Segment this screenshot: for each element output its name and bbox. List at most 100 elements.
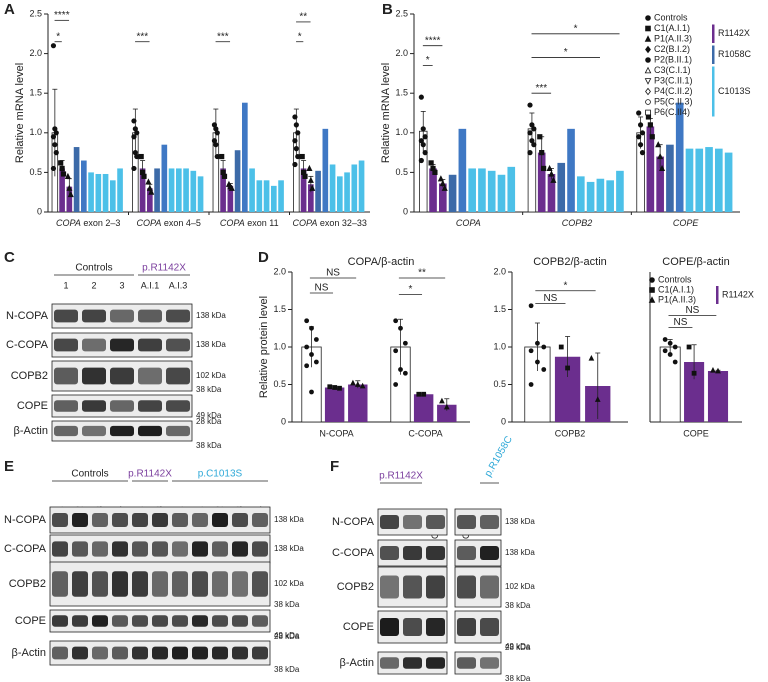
- band: [138, 425, 162, 437]
- y-tick-label: 1.5: [493, 304, 506, 314]
- bar: [66, 186, 73, 212]
- marker: [645, 57, 651, 63]
- legend-group-label: C1013S: [718, 86, 751, 96]
- marker: [213, 142, 219, 148]
- y-tick-label: 2.0: [29, 48, 42, 58]
- marker: [710, 366, 716, 373]
- bar: [675, 102, 684, 212]
- bar: [59, 168, 65, 212]
- marker: [138, 153, 144, 160]
- marker: [645, 45, 651, 54]
- marker: [541, 165, 547, 172]
- marker: [393, 348, 399, 354]
- band: [72, 615, 88, 627]
- panel-label: A: [4, 1, 15, 18]
- row-label: N-COPA: [332, 516, 375, 528]
- marker: [53, 150, 59, 156]
- band: [192, 541, 208, 557]
- band: [480, 545, 499, 561]
- band: [132, 541, 148, 557]
- marker: [141, 173, 147, 179]
- y-tick-label: 1.0: [29, 127, 42, 137]
- marker: [337, 385, 342, 391]
- bar: [278, 180, 284, 212]
- marker: [565, 365, 570, 371]
- panel-label: F: [330, 458, 339, 475]
- legend-group-label: R1142X: [718, 28, 750, 38]
- marker: [667, 352, 673, 357]
- bar: [666, 144, 674, 212]
- bar: [557, 162, 566, 212]
- marker: [293, 122, 299, 128]
- marker: [637, 142, 644, 148]
- marker: [439, 397, 445, 404]
- marker: [313, 337, 319, 342]
- significance-label: *: [298, 31, 302, 42]
- significance-label: *: [426, 55, 430, 66]
- kda-label: 138 kDa: [274, 544, 304, 553]
- band: [82, 367, 106, 385]
- kda-label: 38 kDa: [274, 600, 300, 609]
- marker: [439, 179, 446, 187]
- band: [166, 400, 190, 412]
- band: [138, 400, 162, 412]
- band: [212, 646, 228, 660]
- band: [132, 615, 148, 627]
- marker: [309, 325, 314, 331]
- band: [138, 367, 162, 385]
- band: [52, 512, 68, 528]
- bar: [497, 174, 506, 212]
- bar: [315, 170, 321, 212]
- marker: [292, 114, 298, 120]
- marker: [541, 344, 547, 350]
- bar: [429, 168, 437, 212]
- group-label: Controls: [75, 263, 112, 274]
- x-tick-label: COPA: [456, 218, 481, 228]
- x-tick-label: N-COPA: [319, 428, 353, 438]
- legend-label: P5(C.II.3): [654, 96, 693, 106]
- panel-label: B: [382, 1, 393, 18]
- significance-label: *: [409, 284, 413, 295]
- legend-label: P3(C.II.1): [654, 75, 693, 85]
- y-tick-label: 0: [37, 206, 42, 216]
- marker: [50, 43, 57, 49]
- y-tick-label: 2.0: [273, 266, 286, 276]
- x-tick-label: COPA exon 32–33: [293, 218, 367, 228]
- marker: [636, 110, 642, 116]
- marker: [639, 130, 646, 136]
- band: [112, 571, 128, 597]
- marker: [715, 367, 721, 374]
- band: [403, 514, 422, 530]
- band: [52, 571, 68, 597]
- marker: [214, 130, 220, 136]
- band: [92, 615, 108, 627]
- bar: [606, 180, 614, 212]
- band: [110, 400, 134, 412]
- marker: [644, 35, 652, 42]
- y-tick-label: 0: [281, 416, 286, 426]
- legend-label: C1(A.I.1): [658, 284, 694, 294]
- significance-label: NS: [685, 305, 699, 316]
- band: [212, 541, 228, 557]
- marker: [662, 348, 668, 354]
- legend-group-bar: [712, 45, 715, 64]
- band: [152, 512, 168, 528]
- band: [192, 615, 208, 627]
- band: [112, 541, 128, 557]
- marker: [67, 191, 74, 198]
- marker: [402, 370, 408, 376]
- bar: [448, 174, 457, 212]
- group-label: Controls: [71, 469, 108, 480]
- bar: [249, 168, 255, 212]
- band: [72, 571, 88, 597]
- band: [457, 657, 476, 669]
- marker: [649, 277, 655, 283]
- band: [166, 367, 190, 385]
- y-tick-label: 1.5: [273, 304, 286, 314]
- band: [212, 571, 228, 597]
- y-tick-label: 1.0: [493, 341, 506, 351]
- band: [426, 657, 445, 669]
- band: [54, 425, 78, 437]
- marker: [527, 150, 533, 156]
